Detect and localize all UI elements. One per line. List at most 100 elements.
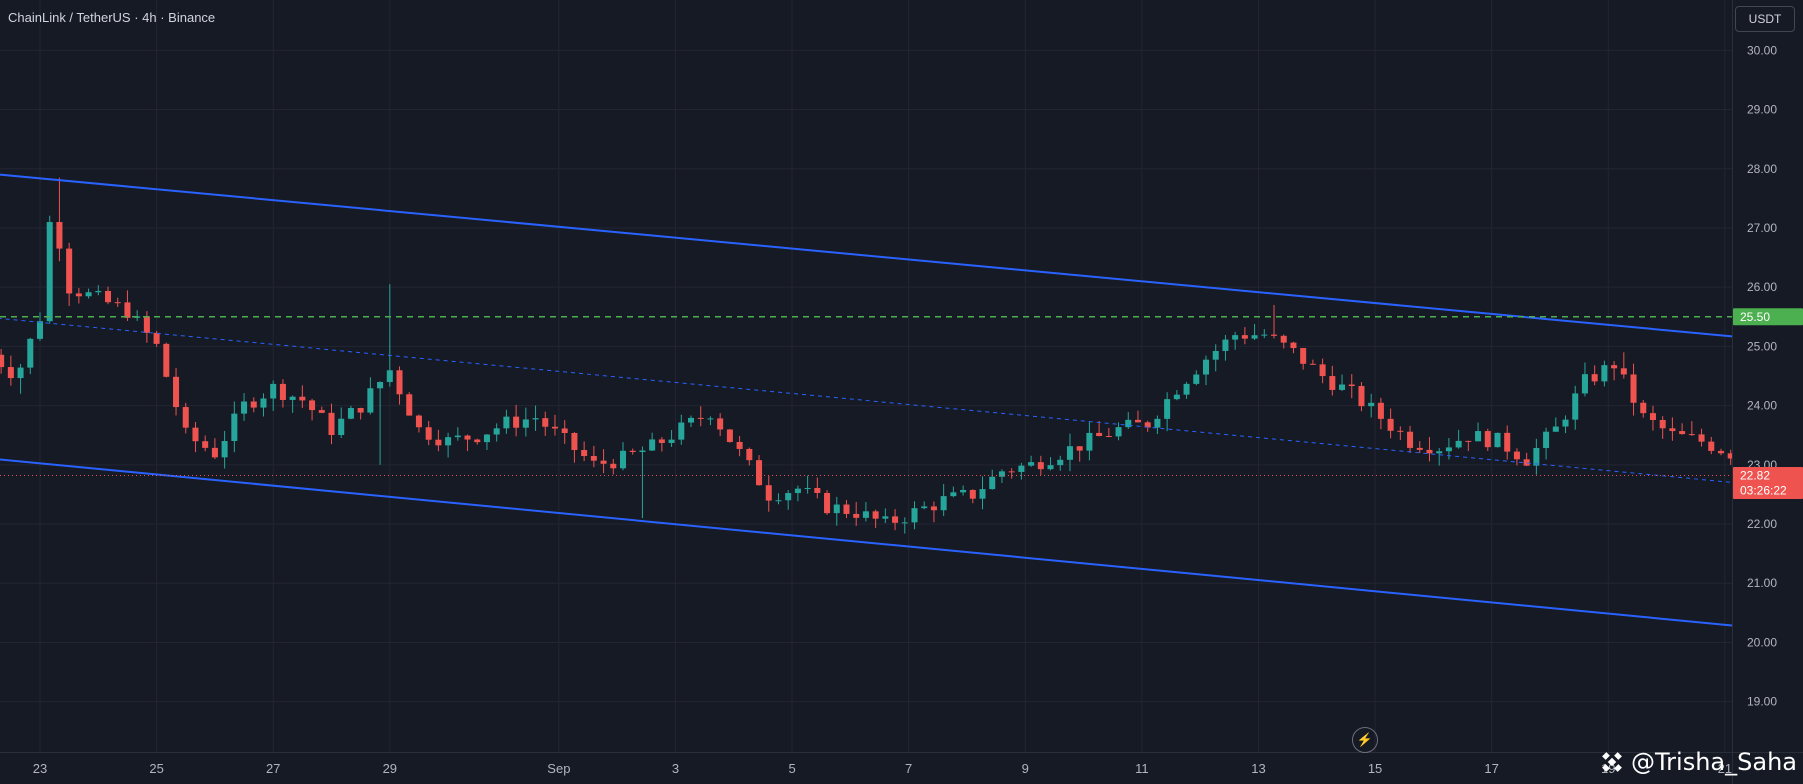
watermark: @Trisha_Saha [1599,748,1797,776]
candle-body [1018,465,1025,472]
candle-body [1144,422,1151,428]
candle-body [231,413,238,441]
candle-body [726,429,733,442]
candle-body [649,439,656,451]
candle-body [1096,432,1103,437]
candle-body [1125,419,1132,428]
candle-body [46,222,53,322]
candle-body [1241,335,1248,339]
candle-body [775,500,782,502]
candle-body [960,489,967,493]
candle-body [1669,428,1676,432]
candle-body [629,450,636,453]
candle-body [678,422,685,440]
candle-body [270,383,277,399]
candle-body [328,412,335,436]
candle-body [1222,339,1229,352]
candle-body [221,440,228,458]
candle-body [697,417,704,419]
lightning-icon[interactable]: ⚡ [1352,727,1378,753]
candle-body [1717,450,1724,454]
candle-body [367,388,374,413]
candle-body [1698,434,1705,442]
candle-body [571,433,578,451]
candle-body [1154,418,1161,428]
candle-body [1601,365,1608,382]
candle-body [347,408,354,419]
candle-body [882,516,889,519]
candle-body [1737,458,1743,461]
candle-body [1620,368,1627,375]
currency-button[interactable]: USDT [1735,6,1795,32]
candle-body [911,508,918,523]
candle-body [989,476,996,490]
binance-logo-icon [1602,752,1622,772]
candle-body [1523,459,1530,466]
candle-body [105,290,112,303]
price-badge-value: 22.82 [1740,468,1770,482]
candle-body [532,418,539,420]
candle-body [1688,434,1695,436]
candle-body [804,488,811,490]
candle-body [1630,374,1637,403]
candle-body [1377,402,1384,419]
symbol-title: ChainLink / TetherUS · 4h · Binance [8,10,216,25]
x-tick-label: 3 [672,761,679,776]
candle-body [979,489,986,499]
candle-body [998,471,1005,477]
candle-body [493,428,500,435]
candle-body [143,316,150,333]
candle-body [299,396,306,401]
candle-body [688,417,695,423]
candle-body [56,222,63,249]
candle-body [163,343,170,377]
candle-body [853,513,860,518]
candle-body [1484,431,1491,448]
candle-body [736,441,743,449]
candle-body [1475,431,1482,442]
candle-body [1445,447,1452,452]
candle-body [241,401,248,414]
candle-body [309,400,316,411]
candle-body [619,450,627,469]
candle-body [377,382,384,389]
candle-body [1057,459,1064,466]
candle-body [1581,374,1588,394]
candle-body [1387,418,1394,431]
candle-body [318,410,325,413]
candle-body [1494,432,1501,448]
candle-body [1339,384,1346,390]
candle-body [1358,386,1365,407]
candle-body [1183,383,1190,395]
candle-body [1572,393,1579,420]
candle-body [1659,419,1666,429]
channel-upper-line [0,173,1732,338]
candle-body [289,396,296,400]
x-tick-label: 7 [905,761,912,776]
price-badge-countdown: 03:26:22 [1740,483,1787,497]
x-tick-label: 23 [33,761,47,776]
candle-body [1300,348,1307,364]
candle-body [794,488,801,494]
channel-lower-line [0,458,1732,627]
candle-body [445,437,452,446]
candle-body [483,434,490,443]
candle-body [590,456,597,461]
candle-body [1115,427,1122,437]
candle-body [17,367,24,379]
candle-body [756,460,763,486]
candle-body [435,439,442,446]
watermark-text: @Trisha_Saha [1631,748,1797,776]
x-tick-label: 27 [266,761,280,776]
candle-body [260,398,267,408]
candle-body [1008,471,1015,473]
candle-body [95,290,102,293]
x-tick-label: 21 [1718,761,1732,776]
candle-body [1727,453,1732,459]
candle-body [746,448,753,461]
candle-body [668,439,675,443]
y-tick-label: 27.00 [1747,221,1777,235]
candle-body [872,511,879,519]
